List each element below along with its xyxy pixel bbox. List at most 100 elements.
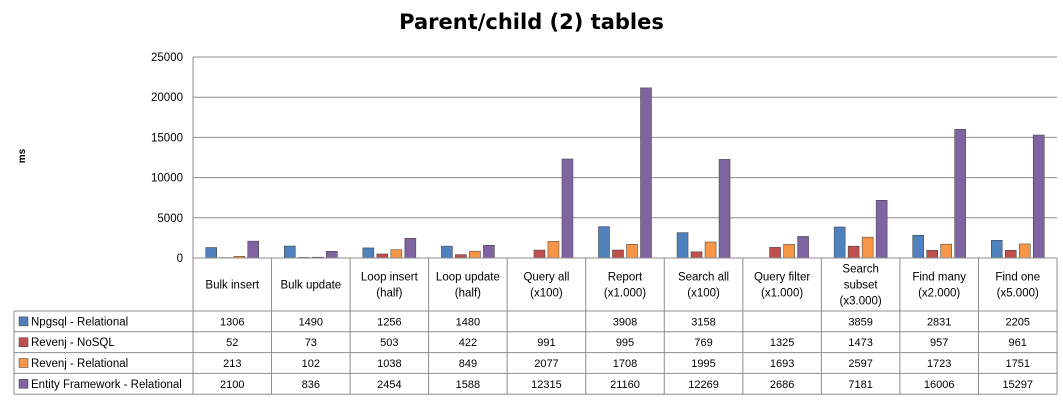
category-label: Query filter <box>754 272 810 284</box>
category-label: Search <box>842 264 878 276</box>
bar <box>247 240 260 259</box>
data-label: 3158 <box>691 316 715 328</box>
y-tick-label: 20000 <box>151 92 183 104</box>
data-label: 849 <box>459 358 477 370</box>
data-label: 769 <box>694 337 712 349</box>
legend-key <box>18 379 29 389</box>
data-label: 1723 <box>927 358 951 370</box>
bar <box>990 240 1003 259</box>
bar <box>690 251 703 259</box>
category-label: (half) <box>455 288 481 300</box>
bar <box>561 158 574 259</box>
gridlines <box>192 56 1057 259</box>
category-label: Query all <box>523 272 569 284</box>
category-label: Find many <box>912 272 966 284</box>
data-label: 102 <box>302 358 320 370</box>
data-label: 1480 <box>456 316 480 328</box>
category-label: (x100) <box>687 288 720 300</box>
data-label: 2454 <box>377 379 401 391</box>
category-label: Find one <box>995 272 1040 284</box>
bar <box>376 253 389 259</box>
y-tick-label: 0 <box>177 253 183 265</box>
y-tick-label: 15000 <box>151 132 183 144</box>
data-label: 16006 <box>924 379 955 391</box>
bar <box>954 129 966 259</box>
category-label: Bulk update <box>280 280 341 292</box>
data-label: 1588 <box>456 379 480 391</box>
category-label: Search all <box>678 272 729 284</box>
data-label: 1038 <box>377 358 401 370</box>
category-label: (x5.000) <box>997 288 1039 300</box>
bar <box>783 244 795 259</box>
data-label: 3859 <box>848 316 872 328</box>
bar <box>1018 243 1031 259</box>
data-label: 957 <box>930 337 948 349</box>
data-label: 1995 <box>691 358 715 370</box>
data-label: 3908 <box>613 316 637 328</box>
category-label: Bulk insert <box>205 280 259 292</box>
bar <box>326 251 338 259</box>
y-tick-label: 10000 <box>151 173 183 185</box>
data-label: 12269 <box>688 379 719 391</box>
legend-label: Npgsql - Relational <box>31 316 128 328</box>
data-label: 2831 <box>927 316 951 328</box>
category-label: Loop update <box>436 272 500 284</box>
data-label: 1325 <box>770 337 794 349</box>
bar <box>1004 250 1017 259</box>
data-label: 961 <box>1009 337 1027 349</box>
category-label: (x2.000) <box>918 288 960 300</box>
bar-series <box>205 87 1045 259</box>
data-label: 1693 <box>770 358 794 370</box>
bar <box>940 243 952 259</box>
bar <box>861 236 874 259</box>
bar <box>797 236 809 259</box>
legend-key <box>18 316 29 327</box>
legend-key <box>18 358 29 368</box>
bar <box>769 247 781 259</box>
bar <box>455 254 467 259</box>
category-label: (x1.000) <box>761 288 803 300</box>
category-label: (x100) <box>530 288 563 300</box>
legend-label: Revenj - NoSQL <box>31 337 115 349</box>
category-label: Report <box>608 272 643 284</box>
data-label: 836 <box>302 379 320 391</box>
bar <box>626 244 638 259</box>
chart-title: Parent/child (2) tables <box>399 10 664 34</box>
data-label: 2205 <box>1005 316 1029 328</box>
data-label: 73 <box>305 337 317 349</box>
bar <box>362 247 375 259</box>
data-label: 2686 <box>770 379 794 391</box>
bar <box>833 226 846 259</box>
data-label: 1751 <box>1005 358 1029 370</box>
category-label: Loop insert <box>361 272 419 284</box>
bar <box>847 245 860 259</box>
data-label: 2100 <box>220 379 244 391</box>
data-label: 1490 <box>299 316 323 328</box>
data-label: 52 <box>226 337 238 349</box>
bar <box>284 245 296 259</box>
data-label: 213 <box>223 358 241 370</box>
category-label: subset <box>844 280 879 292</box>
bar <box>718 159 731 259</box>
y-axis-ticks: 0 5000 10000 15000 20000 25000 <box>151 52 183 265</box>
data-table: Bulk insert Bulk update Loop insert (half) L… <box>13 257 1058 395</box>
data-label: 503 <box>380 337 398 349</box>
y-tick-label: 25000 <box>151 52 183 64</box>
bar <box>404 238 417 259</box>
bar <box>704 241 717 259</box>
legend-label: Entity Framework - Relational <box>31 379 182 391</box>
bar <box>469 250 481 259</box>
data-label: 995 <box>616 337 634 349</box>
bar <box>598 226 610 259</box>
category-label: (half) <box>376 288 402 300</box>
bar <box>676 232 689 259</box>
data-label: 1708 <box>613 358 637 370</box>
bar <box>547 241 560 259</box>
data-label: 12315 <box>531 379 562 391</box>
data-label: 15297 <box>1002 379 1033 391</box>
data-label: 2597 <box>848 358 872 370</box>
bar <box>640 87 652 259</box>
bar <box>390 249 403 259</box>
bar <box>926 250 938 259</box>
data-label: 21160 <box>610 379 640 391</box>
